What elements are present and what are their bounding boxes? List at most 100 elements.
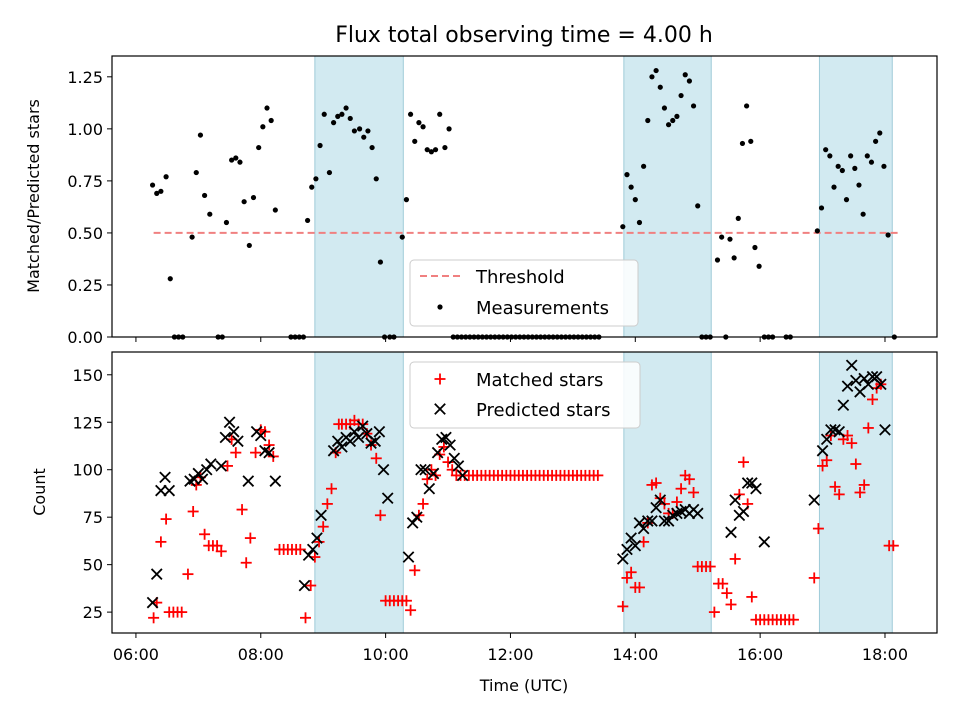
matched-star-point <box>812 523 824 535</box>
matched-star-point <box>148 612 160 624</box>
measurement-point <box>313 176 319 182</box>
measurement-point <box>881 163 887 169</box>
predicted-star-point <box>837 399 850 411</box>
predicted-star-point <box>874 378 887 391</box>
matched-star-point <box>409 564 421 576</box>
matched-star-point <box>305 580 317 592</box>
matched-star-point <box>887 540 899 552</box>
predicted-star-point <box>188 473 201 486</box>
predicted-star-point <box>232 435 244 448</box>
measurement-point <box>233 155 239 161</box>
predicted-star-point <box>415 463 427 476</box>
x-tick-label: 18:00 <box>862 645 908 664</box>
predicted-star-point <box>356 420 369 432</box>
matched-star-point <box>866 393 878 405</box>
bottom-y-axis-label: Count <box>30 468 49 516</box>
measurement-point <box>339 111 345 117</box>
predicted-star-point <box>263 446 275 459</box>
predicted-star-point <box>444 439 456 451</box>
matched-star-point <box>717 578 729 590</box>
measurement-point <box>719 234 725 240</box>
measurement-point <box>831 184 837 190</box>
predicted-star-point <box>269 475 282 487</box>
measurement-point <box>361 134 367 140</box>
predicted-star-point <box>641 515 654 527</box>
predicted-star-point <box>373 425 386 438</box>
chart-title: Flux total observing time = 4.00 h <box>335 23 713 48</box>
measurement-point <box>272 207 278 213</box>
measurement-point <box>885 232 891 238</box>
measurement-point <box>403 197 410 203</box>
measurement-point <box>752 244 758 251</box>
bottom-y-tick-label: 125 <box>72 413 103 432</box>
top-y-tick-label: 0.75 <box>67 172 103 191</box>
predicted-star-point <box>625 532 637 544</box>
predicted-star-point <box>348 425 361 438</box>
predicted-star-point <box>621 543 633 556</box>
measurement-point <box>369 144 375 151</box>
matched-star-point <box>592 469 604 481</box>
matched-star-point <box>176 606 188 618</box>
measurement-point <box>163 174 169 180</box>
measurement-point <box>149 182 156 188</box>
measurement-point <box>373 176 379 182</box>
top-y-axis-label: Matched/Predicted stars <box>24 99 43 293</box>
predicted-star-point <box>406 517 419 529</box>
measurement-point <box>835 163 841 169</box>
measurement-point <box>223 219 230 226</box>
predicted-star-point <box>741 477 754 489</box>
matched-star-point <box>688 487 700 498</box>
predicted-star-point <box>254 429 267 442</box>
measurement-point <box>201 192 208 199</box>
predicted-star-point <box>242 475 255 487</box>
measurement-point <box>326 169 333 176</box>
measurement-point <box>686 78 692 84</box>
predicted-star-point <box>410 511 423 524</box>
measurement-point <box>189 234 195 240</box>
measurements-legend-label: Measurements <box>476 298 609 319</box>
bottom-legend: Matched stars Predicted stars <box>409 361 641 429</box>
matched-star-point <box>733 488 745 500</box>
bottom-y-tick-label: 150 <box>72 366 103 385</box>
predicted-star-point <box>456 469 469 482</box>
measurement-point <box>246 242 252 249</box>
measurement-point <box>877 130 883 136</box>
measurement-point <box>250 194 257 201</box>
measurement-point <box>674 113 680 119</box>
top-y-tick-label: 0.25 <box>67 276 103 295</box>
predicted-star-point <box>745 477 758 489</box>
matched-star-point <box>370 452 382 464</box>
measurement-point <box>661 105 668 111</box>
matched-star-point <box>808 572 820 584</box>
matched-star-point <box>317 521 329 533</box>
measurement-point <box>317 142 323 149</box>
matched-star-point <box>850 458 862 470</box>
measurement-point <box>351 128 358 134</box>
predicted-star-point <box>227 425 240 438</box>
matched-star-point <box>313 536 325 548</box>
top-x-ticks <box>135 337 886 342</box>
bottom-y-tick-label: 50 <box>83 556 103 575</box>
x-tick-label: 14:00 <box>612 645 658 664</box>
bottom-y-ticks: 25 50 75 100 125 150 <box>72 366 112 622</box>
matched-star-point <box>240 557 252 569</box>
ratio-panel: 0.00 0.25 0.50 0.75 1.00 1.25 Matched/Predict… <box>24 55 938 347</box>
measurement-point <box>657 84 663 90</box>
measurement-point <box>260 124 266 130</box>
matched-star-point <box>236 504 248 516</box>
measurement-point <box>442 144 448 151</box>
predicted-star-point <box>155 484 167 497</box>
predicted-star-point <box>200 463 213 476</box>
matched-star-point <box>821 454 833 466</box>
measurement-point <box>756 263 762 269</box>
measurement-point <box>670 117 676 124</box>
measurement-point <box>268 117 274 124</box>
x-ticks: 06:00 08:00 10:00 12:00 14:00 16:00 18:00 <box>113 633 908 664</box>
measurement-point <box>665 122 672 128</box>
predicted-star-point <box>311 532 323 544</box>
measurement-point <box>628 184 634 190</box>
x-axis-label: Time (UTC) <box>479 676 568 695</box>
top-legend: Threshold Measurements <box>409 259 639 327</box>
measurement-point <box>309 184 315 190</box>
